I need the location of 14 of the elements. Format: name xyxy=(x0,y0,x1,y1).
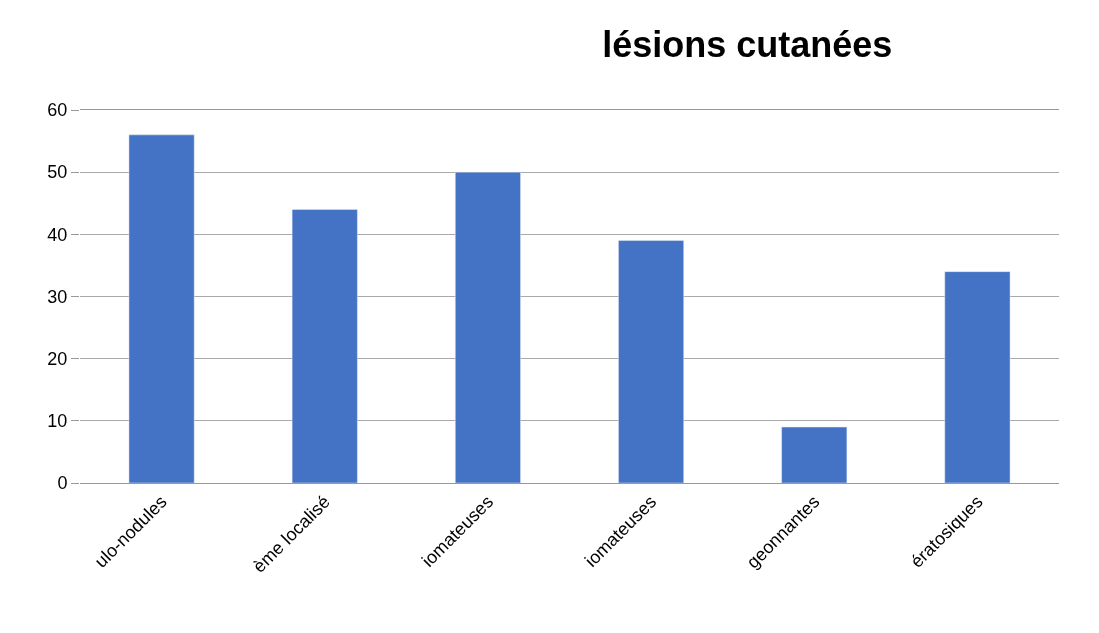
bar xyxy=(128,134,195,483)
y-tick-label: 0 xyxy=(57,473,68,494)
y-tick-label: 50 xyxy=(47,162,68,183)
y-tick-label: 40 xyxy=(47,224,68,245)
bar xyxy=(781,426,848,483)
y-tick-label: 60 xyxy=(47,100,68,121)
chart-title: lésions cutanées xyxy=(602,23,893,65)
y-tick-label: 30 xyxy=(47,286,68,307)
y-tick-label: 20 xyxy=(47,348,68,369)
bar xyxy=(618,240,684,483)
bar xyxy=(944,271,1011,483)
y-tick-label: 10 xyxy=(47,411,68,432)
bar xyxy=(291,209,358,483)
bar xyxy=(455,171,521,483)
